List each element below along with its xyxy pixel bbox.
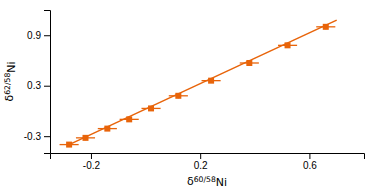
- x-axis-title: δ60/58Ni: [187, 175, 227, 189]
- x-tick-mark: [200, 153, 201, 159]
- x-tick-label: -0.2: [83, 160, 101, 171]
- x-axis: -0.2 0.2 0.6: [51, 153, 365, 171]
- y-tick: 0.9: [27, 30, 50, 41]
- x-tick-mark: [91, 153, 92, 159]
- y-axis-title: δ62/58Ni: [3, 61, 18, 101]
- plot: -0.2 0.2 0.6 -0.3 0.3 0.9: [24, 11, 365, 172]
- x-tick: 0.2: [194, 153, 208, 171]
- y-tick-mark: [44, 35, 50, 36]
- x-tick-mark: [309, 153, 310, 159]
- y-tick-label: -0.3: [24, 131, 42, 142]
- point: [66, 142, 72, 148]
- line: [69, 20, 337, 144]
- x-tick-label: 0.2: [194, 160, 208, 171]
- y-tick-label: 0.9: [27, 30, 41, 41]
- y-tick-mark: [44, 136, 50, 137]
- x-axis-line: [51, 154, 365, 160]
- x-tick: 0.6: [303, 153, 317, 171]
- x-tick: -0.2: [83, 153, 101, 171]
- y-tick: 0.3: [27, 80, 50, 91]
- y-tick: -0.3: [24, 131, 50, 142]
- y-axis: -0.3 0.3 0.9: [24, 11, 51, 154]
- chart: -0.2 0.2 0.6 -0.3 0.3 0.9 δ60/58Ni δ62/58Ni: [0, 0, 378, 189]
- y-tick-mark: [44, 86, 50, 87]
- marks: [60, 20, 337, 147]
- y-tick-label: 0.3: [27, 80, 41, 91]
- x-tick-label: 0.6: [303, 160, 317, 171]
- y-axis-line: [44, 11, 51, 154]
